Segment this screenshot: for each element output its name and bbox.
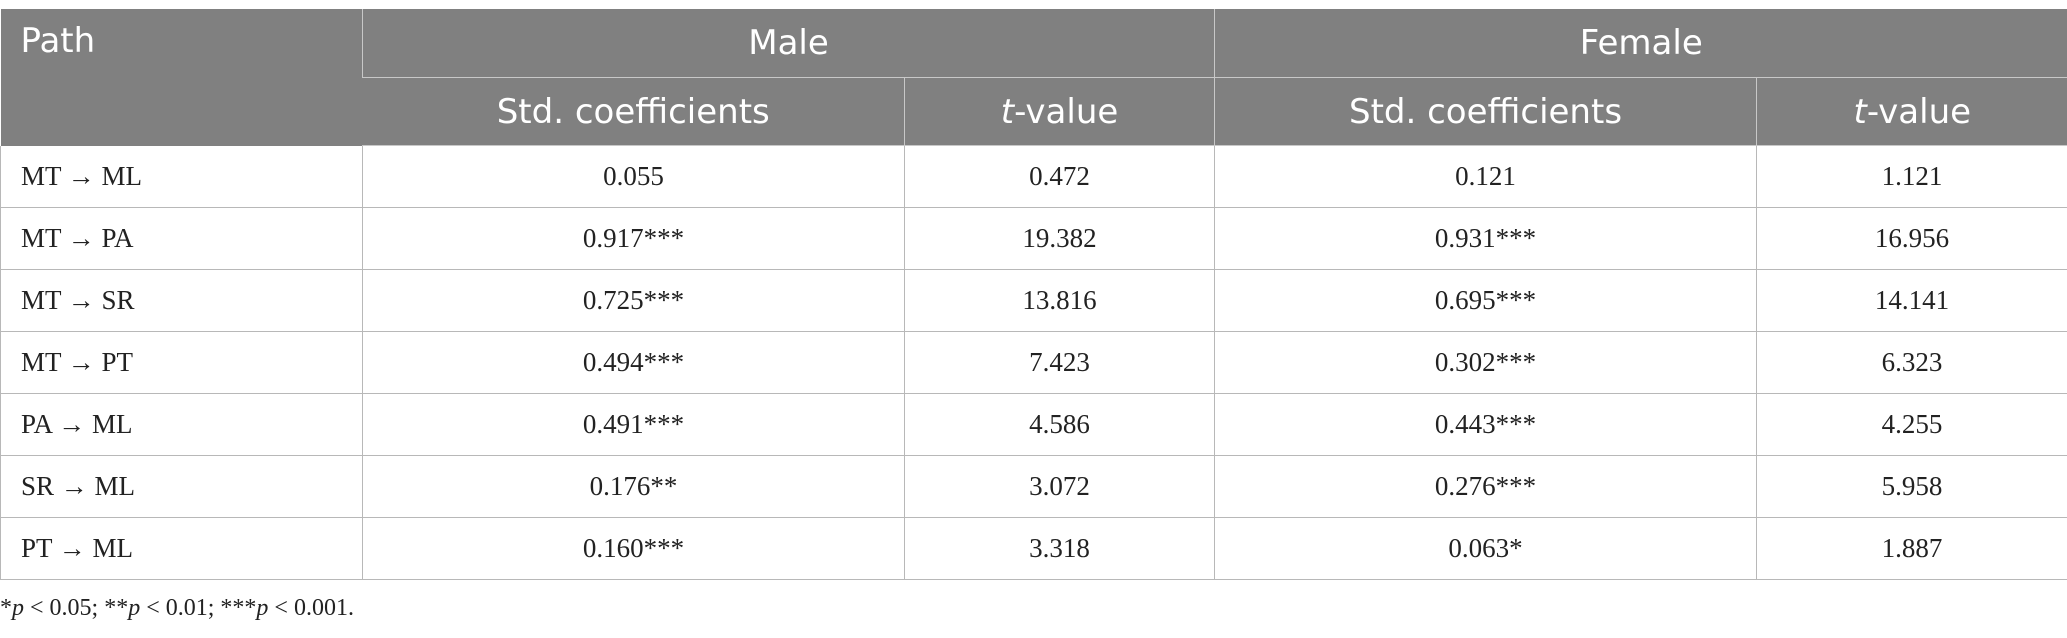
- cell-female-coef: 0.063*: [1214, 517, 1757, 580]
- table-row: SR → ML 0.176** 3.072 0.276*** 5.958: [0, 455, 2067, 518]
- header-male-t-value: t-value: [903, 77, 1215, 146]
- header-row-top: Path Male Female: [0, 9, 2067, 146]
- cell-path: MT → PT: [0, 331, 363, 394]
- cell-female-coef: 0.695***: [1214, 269, 1757, 332]
- cell-female-coef: 0.931***: [1214, 207, 1757, 270]
- cell-male-t: 7.423: [903, 331, 1215, 394]
- cell-female-t: 14.141: [1756, 269, 2067, 332]
- header-female: Female: [1214, 9, 2067, 78]
- cell-male-t: 3.318: [903, 517, 1215, 580]
- cell-male-t: 13.816: [903, 269, 1215, 332]
- footnote-part-2: < 0.01; ***: [140, 595, 257, 621]
- header-female-t-value: t-value: [1756, 77, 2067, 146]
- footnote-part-3: < 0.001.: [268, 595, 354, 621]
- cell-path: MT → SR: [0, 269, 363, 332]
- footnote-star-1: *: [0, 595, 12, 621]
- cell-female-t: 5.958: [1756, 455, 2067, 518]
- cell-male-t: 3.072: [903, 455, 1215, 518]
- cell-female-coef: 0.443***: [1214, 393, 1757, 456]
- table-row: PT → ML 0.160*** 3.318 0.063* 1.887: [0, 517, 2067, 580]
- cell-male-coef: 0.055: [362, 145, 905, 208]
- header-path: Path: [0, 9, 363, 146]
- footnote-p-3: p: [256, 595, 269, 621]
- cell-female-t: 4.255: [1756, 393, 2067, 456]
- table-row: MT → PA 0.917*** 19.382 0.931*** 16.956: [0, 207, 2067, 270]
- footnote-p-2: p: [128, 595, 141, 621]
- t-italic: t: [1853, 91, 1867, 132]
- cell-female-coef: 0.121: [1214, 145, 1757, 208]
- cell-path: PT → ML: [0, 517, 363, 580]
- cell-path: SR → ML: [0, 455, 363, 518]
- cell-path: MT → ML: [0, 145, 363, 208]
- table-row: MT → ML 0.055 0.472 0.121 1.121: [0, 145, 2067, 208]
- table-body: MT → ML 0.055 0.472 0.121 1.121 MT → PA …: [0, 145, 2067, 580]
- results-table: Path Male Female Std. coefficients t-val…: [0, 9, 2067, 580]
- significance-footnote: *p < 0.05; **p < 0.01; ***p < 0.001.: [0, 595, 354, 622]
- cell-path: PA → ML: [0, 393, 363, 456]
- cell-female-coef: 0.302***: [1214, 331, 1757, 394]
- cell-male-coef: 0.176**: [362, 455, 905, 518]
- header-male-std-coef: Std. coefficients: [362, 77, 905, 146]
- cell-female-t: 1.887: [1756, 517, 2067, 580]
- t-rest: -value: [1866, 91, 1972, 132]
- footnote-p-1: p: [12, 595, 24, 621]
- table-row: PA → ML 0.491*** 4.586 0.443*** 4.255: [0, 393, 2067, 456]
- cell-male-t: 4.586: [903, 393, 1215, 456]
- cell-male-coef: 0.917***: [362, 207, 905, 270]
- table-row: MT → SR 0.725*** 13.816 0.695*** 14.141: [0, 269, 2067, 332]
- cell-female-t: 16.956: [1756, 207, 2067, 270]
- t-rest: -value: [1014, 91, 1119, 132]
- cell-male-t: 19.382: [903, 207, 1215, 270]
- footnote-part-1: < 0.05; **: [24, 595, 129, 621]
- table-row: MT → PT 0.494*** 7.423 0.302*** 6.323: [0, 331, 2067, 394]
- header-male: Male: [361, 9, 1215, 78]
- results-table-container: Path Male Female Std. coefficients t-val…: [0, 9, 2067, 580]
- table-header: Path Male Female Std. coefficients t-val…: [0, 9, 2067, 146]
- cell-male-coef: 0.160***: [362, 517, 905, 580]
- cell-male-coef: 0.491***: [362, 393, 905, 456]
- cell-female-t: 6.323: [1756, 331, 2067, 394]
- cell-male-t: 0.472: [903, 145, 1215, 208]
- header-female-std-coef: Std. coefficients: [1214, 77, 1757, 146]
- header-row-sub: Std. coefficients t-value Std. coefficie…: [1, 77, 2067, 146]
- cell-female-coef: 0.276***: [1214, 455, 1757, 518]
- t-italic: t: [1000, 91, 1015, 132]
- cell-path: MT → PA: [0, 207, 363, 270]
- cell-male-coef: 0.494***: [362, 331, 905, 394]
- cell-female-t: 1.121: [1756, 145, 2067, 208]
- cell-male-coef: 0.725***: [362, 269, 905, 332]
